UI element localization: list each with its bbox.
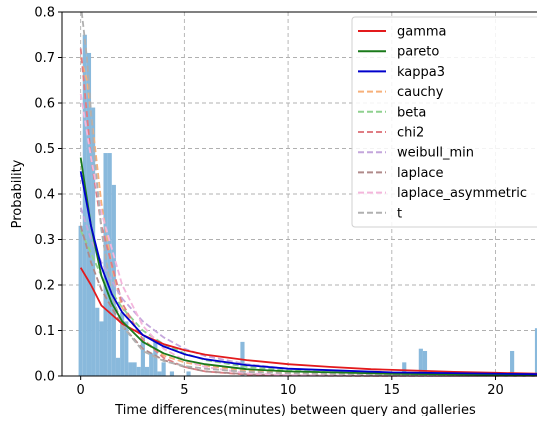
histogram-bar <box>99 321 104 376</box>
y-tick-label: 0.7 <box>34 51 55 66</box>
y-axis-label: Probability <box>10 159 25 228</box>
y-tick-label: 0.4 <box>34 188 55 203</box>
legend-label-laplace: laplace <box>397 166 444 181</box>
histogram-bar <box>128 362 133 376</box>
histogram-bar <box>169 371 175 376</box>
histogram-bar <box>111 184 116 376</box>
legend-label-beta: beta <box>397 105 426 120</box>
histogram-bar <box>422 350 428 376</box>
histogram-bar <box>132 362 137 376</box>
histogram-bar <box>418 348 423 376</box>
series-line-t <box>80 11 537 377</box>
histogram-bar <box>534 328 537 376</box>
histogram-bar <box>136 366 141 376</box>
histogram-bar <box>103 153 108 376</box>
series-line-pareto <box>79 157 537 376</box>
histogram-bar <box>95 307 100 376</box>
series-line-cauchy <box>79 57 537 376</box>
histogram-bar <box>82 34 87 376</box>
y-tick-label: 0.6 <box>34 97 55 112</box>
x-tick-label: 15 <box>384 383 401 398</box>
y-tick-label: 0.3 <box>34 233 55 248</box>
histogram-bar <box>402 362 407 376</box>
legend-label-chi2: chi2 <box>397 126 424 141</box>
y-tick-label: 0.0 <box>34 370 55 385</box>
histogram-bar <box>78 225 83 376</box>
histogram-bar <box>107 153 112 376</box>
y-tick-label: 0.2 <box>34 279 55 294</box>
histogram-bar <box>157 371 162 376</box>
histogram-bar <box>124 321 129 376</box>
legend-label-t: t <box>397 206 402 221</box>
histogram-bar <box>161 362 166 376</box>
x-tick-label: 0 <box>77 383 85 398</box>
x-axis-label: Time differences(minutes) between query … <box>114 403 476 416</box>
legend-label-pareto: pareto <box>397 45 439 60</box>
histogram-bar <box>120 312 125 376</box>
x-tick-label: 20 <box>487 383 504 398</box>
x-tick-label: 10 <box>280 383 297 398</box>
y-tick-label: 0.8 <box>34 6 55 21</box>
y-tick-label: 0.1 <box>34 324 55 339</box>
legend-label-gamma: gamma <box>397 25 447 40</box>
series-line-kappa3 <box>79 171 537 376</box>
legend-box <box>351 16 537 228</box>
x-tick-label: 5 <box>180 383 188 398</box>
legend-label-kappa3: kappa3 <box>397 65 445 80</box>
histogram-bar <box>510 350 515 376</box>
histogram-bar <box>186 371 191 376</box>
histogram-bar <box>149 353 154 376</box>
histogram-bar <box>91 107 96 377</box>
legend-label-cauchy: cauchy <box>397 85 444 100</box>
legend-label-weibull_min: weibull_min <box>397 146 474 161</box>
legend-label-laplace_asymmetric: laplace_asymmetric <box>397 186 527 201</box>
histogram-bar <box>115 357 121 376</box>
legend: gamma pareto kappa3 cauchy beta chi2 weibull_m… <box>351 16 537 228</box>
y-tick-label: 0.5 <box>34 142 55 157</box>
series-line-gamma <box>79 267 537 375</box>
histogram-bar <box>144 366 150 376</box>
ticks: 0 5 10 15 20 0.0 0.1 0.2 0.3 0.4 0.5 0.6 0.7 0.8 <box>34 6 503 399</box>
histogram-bar <box>140 337 145 376</box>
